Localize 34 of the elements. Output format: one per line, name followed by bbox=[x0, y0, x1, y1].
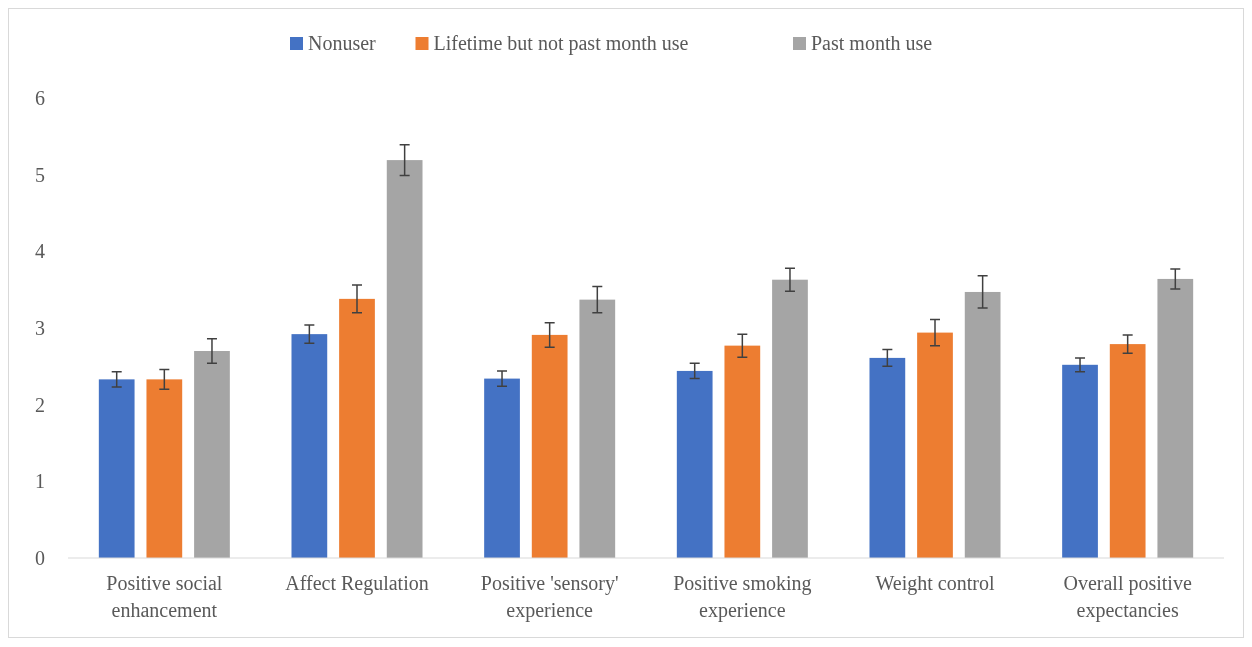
y-tick-label: 4 bbox=[35, 240, 45, 263]
bar bbox=[1157, 278, 1194, 558]
y-tick-label: 2 bbox=[35, 393, 45, 416]
x-tick-label: Weight control bbox=[875, 572, 995, 595]
bar bbox=[339, 298, 375, 558]
y-tick-label: 5 bbox=[35, 163, 45, 186]
bar bbox=[917, 332, 953, 558]
bar bbox=[98, 379, 135, 558]
bar bbox=[291, 334, 328, 558]
bar bbox=[869, 357, 906, 558]
bar bbox=[1062, 364, 1098, 558]
x-tick-label: Positive 'sensory' experience bbox=[480, 572, 619, 622]
legend-label: Nonuser bbox=[308, 32, 377, 54]
y-tick-label: 6 bbox=[35, 87, 45, 109]
bar bbox=[676, 370, 713, 558]
x-tick-label: Overall positive expectancies bbox=[1063, 572, 1192, 622]
bar bbox=[964, 291, 1001, 558]
x-tick-label: Positive smoking experience bbox=[673, 572, 812, 622]
legend-label: Lifetime but not past month use bbox=[433, 32, 689, 55]
legend-label: Past month use bbox=[811, 32, 933, 54]
bar bbox=[1109, 344, 1146, 558]
x-tick-label: Positive social enhancement bbox=[106, 572, 223, 621]
bar bbox=[531, 334, 568, 558]
y-tick-label: 3 bbox=[35, 317, 45, 339]
bar bbox=[194, 351, 230, 558]
y-tick-label: 0 bbox=[35, 547, 45, 569]
bar bbox=[724, 345, 761, 558]
bar bbox=[484, 378, 520, 558]
bar bbox=[386, 160, 423, 558]
bar bbox=[579, 299, 616, 558]
bar bbox=[146, 379, 183, 558]
bar bbox=[772, 279, 808, 558]
x-tick-label: Affect Regulation bbox=[285, 572, 429, 595]
y-tick-label: 1 bbox=[35, 470, 45, 493]
